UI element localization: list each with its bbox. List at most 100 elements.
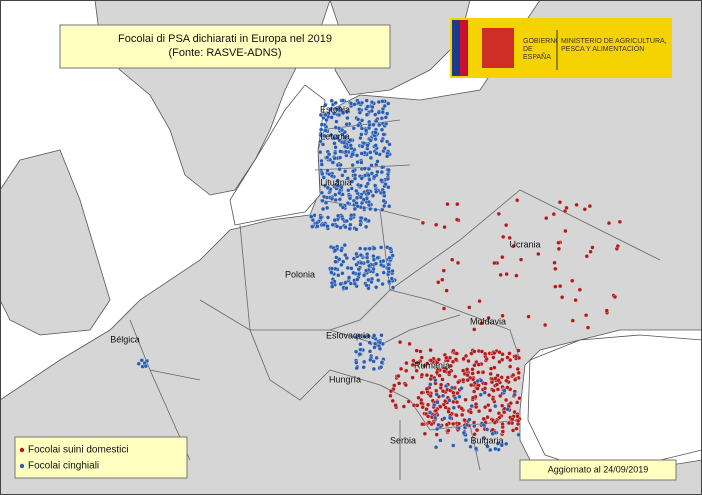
outbreak-dot	[352, 206, 357, 212]
outbreak-dot	[496, 378, 501, 383]
outbreak-dot	[362, 359, 367, 365]
outbreak-dot	[352, 172, 358, 178]
outbreak-dot	[544, 215, 549, 221]
outbreak-dot	[390, 398, 395, 404]
outbreak-dot	[323, 112, 328, 117]
outbreak-dot	[360, 144, 365, 149]
outbreak-dot	[354, 195, 360, 200]
outbreak-dot	[428, 376, 433, 382]
outbreak-dot	[397, 339, 403, 345]
logo-crest	[482, 28, 514, 68]
outbreak-dot	[374, 118, 379, 123]
outbreak-dot	[314, 220, 320, 226]
outbreak-dot	[362, 166, 367, 171]
outbreak-dot	[466, 358, 471, 364]
outbreak-dot	[338, 149, 343, 154]
outbreak-dot	[410, 362, 415, 368]
outbreak-dot	[470, 395, 476, 400]
outbreak-dot	[496, 411, 502, 416]
outbreak-dot	[347, 226, 352, 231]
outbreak-dot	[344, 218, 349, 224]
outbreak-dot	[361, 205, 367, 211]
outbreak-dot	[340, 98, 345, 103]
outbreak-dot	[380, 110, 385, 115]
outbreak-dot	[353, 349, 359, 354]
outbreak-dot	[377, 346, 383, 351]
outbreak-dot	[348, 137, 353, 143]
outbreak-dot	[440, 393, 446, 398]
outbreak-dot	[369, 163, 374, 168]
outbreak-dot	[434, 388, 439, 393]
outbreak-dot	[462, 418, 467, 423]
outbreak-dot	[469, 382, 474, 388]
outbreak-dot	[428, 382, 433, 387]
outbreak-dot	[476, 370, 481, 375]
outbreak-dot	[323, 128, 328, 133]
outbreak-dot	[455, 390, 460, 396]
outbreak-dot	[359, 151, 364, 156]
outbreak-dot	[390, 253, 395, 258]
outbreak-dot	[345, 200, 351, 206]
outbreak-dot	[435, 400, 440, 405]
outbreak-dot	[367, 122, 372, 128]
outbreak-dot	[330, 160, 335, 165]
outbreak-dot	[424, 386, 429, 392]
outbreak-dot	[490, 431, 495, 436]
outbreak-dot	[504, 441, 509, 447]
outbreak-dot	[358, 183, 364, 188]
outbreak-dot	[403, 382, 408, 388]
outbreak-dot	[361, 197, 366, 202]
outbreak-dot	[564, 205, 569, 211]
outbreak-dot	[444, 355, 449, 360]
outbreak-dot	[329, 173, 335, 179]
outbreak-dot	[332, 135, 337, 141]
outbreak-dot	[502, 388, 507, 393]
outbreak-dot	[461, 356, 466, 361]
outbreak-dot	[354, 188, 359, 194]
outbreak-dot	[422, 431, 428, 436]
outbreak-dot	[418, 349, 423, 354]
outbreak-dot	[325, 205, 330, 211]
outbreak-dot	[352, 281, 357, 286]
outbreak-dot	[472, 327, 477, 332]
legend-marker-domestic	[19, 447, 25, 453]
outbreak-dot	[343, 280, 348, 285]
outbreak-dot	[433, 378, 438, 383]
outbreak-dot	[310, 224, 315, 229]
outbreak-dot	[357, 351, 362, 357]
outbreak-dot	[329, 98, 334, 103]
outbreak-dot	[512, 392, 517, 397]
outbreak-dot	[582, 207, 587, 212]
outbreak-dot	[139, 358, 144, 363]
outbreak-dot	[325, 168, 330, 173]
outbreak-dot	[470, 367, 475, 372]
outbreak-dot	[358, 222, 363, 227]
outbreak-dot	[436, 280, 441, 285]
outbreak-dot	[371, 366, 377, 372]
outbreak-dot	[503, 223, 509, 228]
outbreak-dot	[584, 254, 589, 259]
outbreak-dot	[325, 185, 330, 190]
outbreak-dot	[379, 138, 385, 144]
outbreak-dot	[373, 143, 378, 148]
outbreak-dot	[433, 415, 438, 420]
outbreak-dot	[491, 388, 496, 393]
outbreak-dot	[348, 143, 353, 148]
outbreak-dot	[508, 357, 513, 363]
outbreak-dot	[339, 127, 345, 133]
outbreak-dot	[482, 390, 487, 395]
outbreak-dot	[573, 297, 578, 303]
outbreak-dot	[354, 251, 359, 257]
outbreak-dot	[351, 126, 356, 131]
outbreak-dot	[473, 401, 479, 407]
outbreak-dot	[475, 386, 480, 391]
outbreak-dot	[489, 379, 495, 385]
outbreak-dot	[456, 426, 461, 431]
outbreak-dot	[497, 350, 502, 355]
country-label: Polonia	[285, 269, 315, 279]
outbreak-dot	[404, 360, 409, 366]
outbreak-dot	[424, 407, 429, 412]
outbreak-dot	[342, 169, 348, 174]
outbreak-dot	[382, 203, 387, 209]
outbreak-dot	[451, 421, 456, 427]
